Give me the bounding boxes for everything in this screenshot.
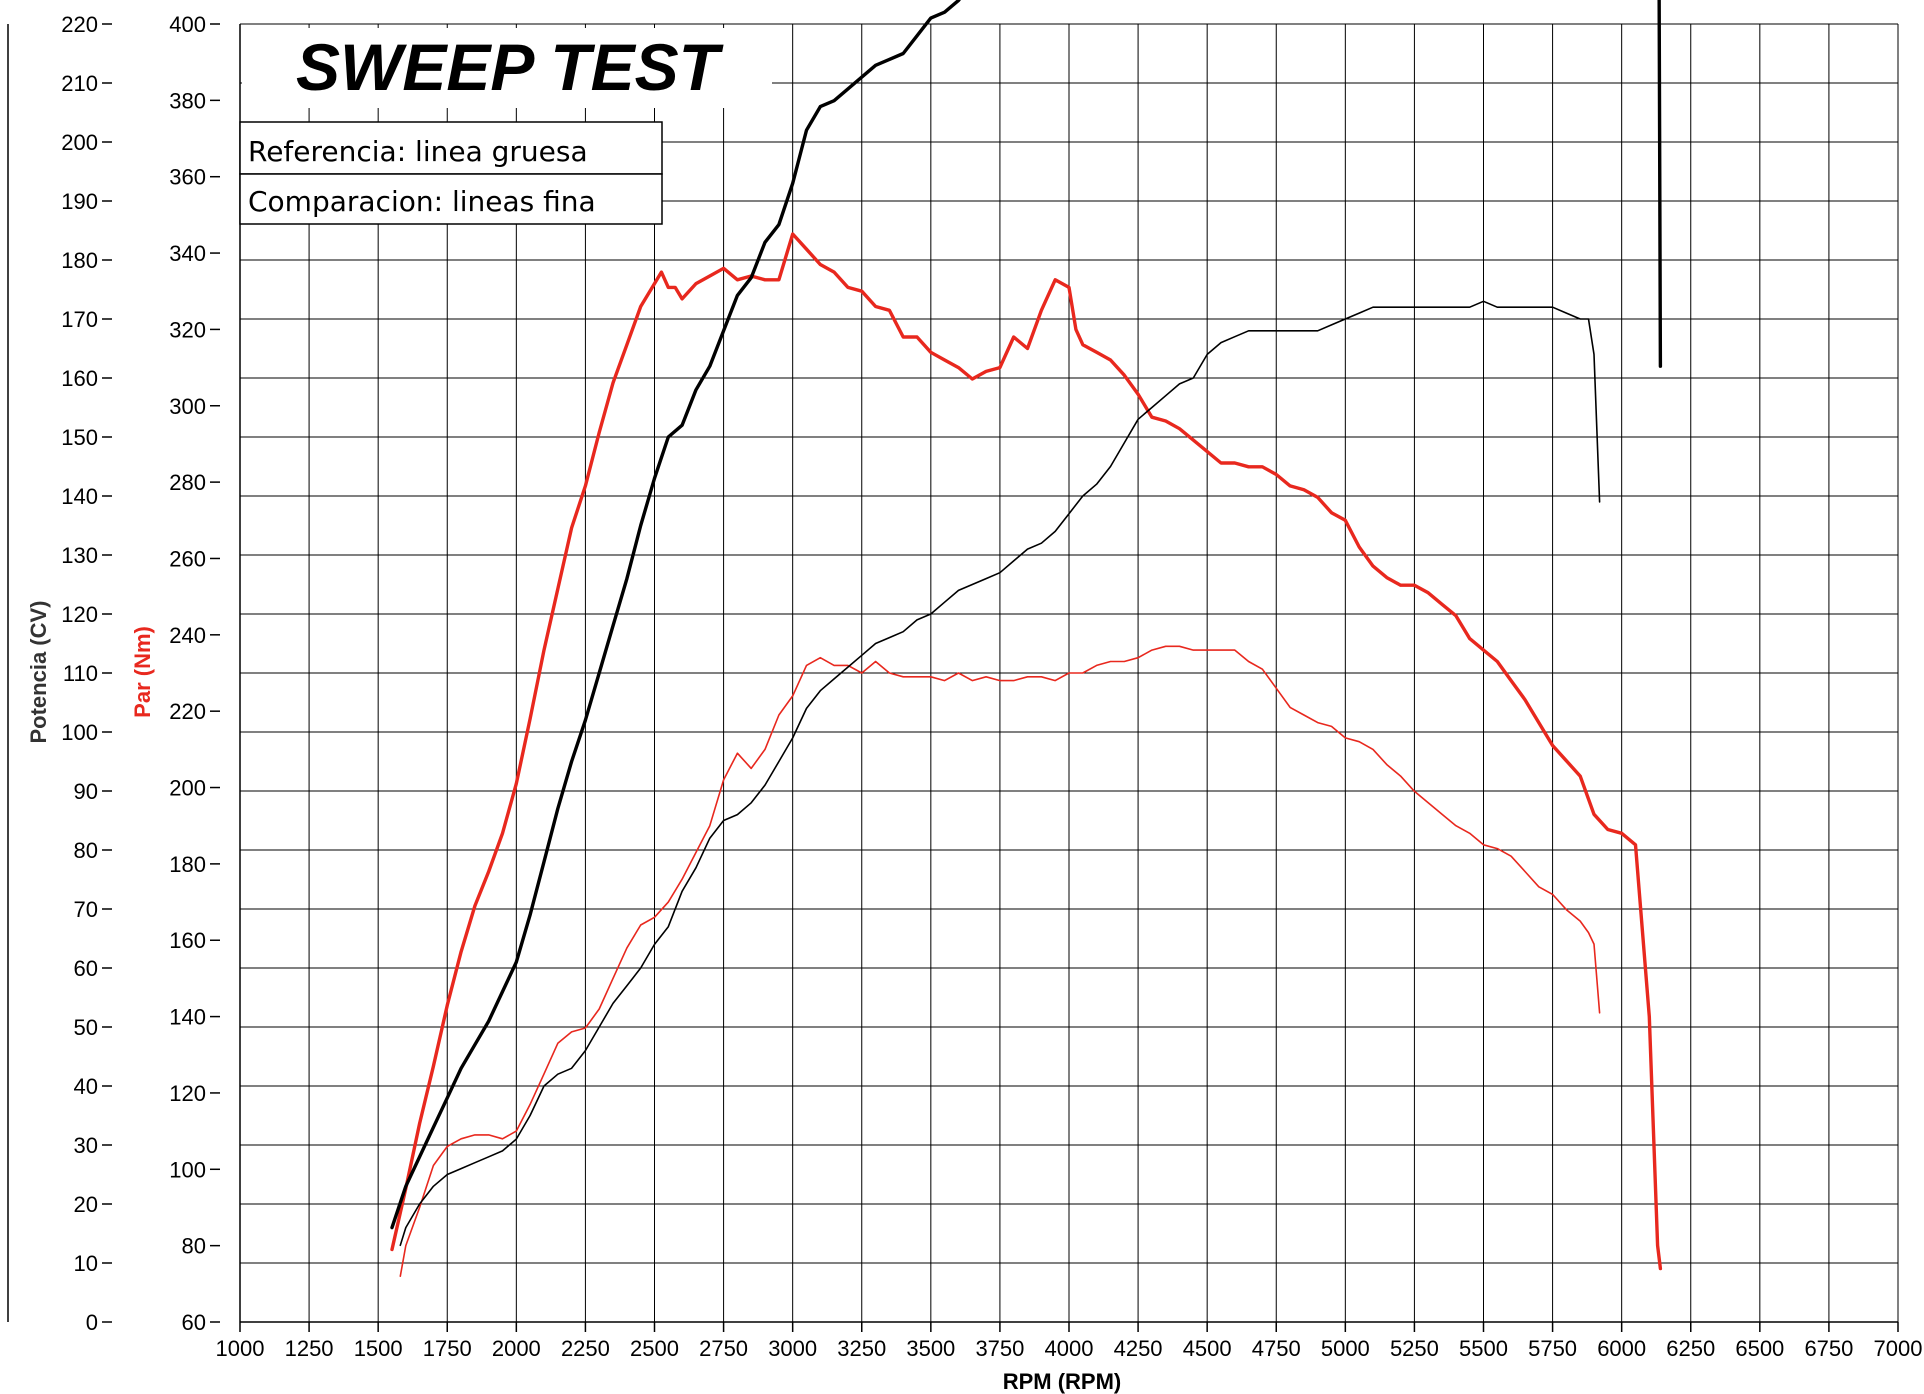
torque-tick-label: 60 <box>182 1310 206 1335</box>
power-tick-label: 80 <box>74 838 98 863</box>
power-tick-label: 180 <box>61 248 98 273</box>
x-tick-label: 2750 <box>699 1336 748 1361</box>
x-tick-label: 6500 <box>1735 1336 1784 1361</box>
ticks: 0 10 20 30 40 50 60 70 80 90 100 110 120 130 140 150 160… <box>61 12 1922 1361</box>
x-tick-label: 1750 <box>423 1336 472 1361</box>
power-tick-label: 120 <box>61 602 98 627</box>
x-tick-label: 4500 <box>1183 1336 1232 1361</box>
torque-tick-label: 120 <box>169 1081 206 1106</box>
torque-axis-title: Par (Nm) <box>130 626 155 718</box>
x-tick-label: 1500 <box>354 1336 403 1361</box>
power-tick-label: 210 <box>61 71 98 96</box>
torque-tick-label: 260 <box>169 546 206 571</box>
power-tick-label: 200 <box>61 130 98 155</box>
x-tick-label: 5500 <box>1459 1336 1508 1361</box>
power-tick-label: 10 <box>74 1251 98 1276</box>
legend: Referencia: linea gruesa Comparacion: li… <box>239 121 663 225</box>
x-axis-title: RPM (RPM) <box>1003 1369 1122 1394</box>
power-tick-label: 100 <box>61 720 98 745</box>
power-tick-label: 70 <box>74 897 98 922</box>
torque-comparison-line <box>399 645 1601 1277</box>
x-tick-label: 2500 <box>630 1336 679 1361</box>
power-tick-label: 40 <box>74 1074 98 1099</box>
torque-tick-label: 320 <box>169 317 206 342</box>
torque-tick-label: 160 <box>169 928 206 953</box>
torque-tick-label: 340 <box>169 241 206 266</box>
torque-tick-label: 280 <box>169 470 206 495</box>
torque-tick-label: 140 <box>169 1005 206 1030</box>
power-tick-label: 0 <box>86 1310 98 1335</box>
power-tick-label: 110 <box>63 661 98 686</box>
power-tick-label: 90 <box>74 779 98 804</box>
power-tick-label: 20 <box>74 1192 98 1217</box>
x-tick-label: 4250 <box>1114 1336 1163 1361</box>
torque-tick-label: 200 <box>169 776 206 801</box>
x-tick-label: 2000 <box>492 1336 541 1361</box>
power-tick-label: 150 <box>61 425 98 450</box>
x-tick-label: 5000 <box>1321 1336 1370 1361</box>
series-layer <box>390 0 1663 1277</box>
power-tick-label: 140 <box>61 484 98 509</box>
x-tick-label: 6000 <box>1597 1336 1646 1361</box>
chart-title: SWEEP TEST <box>296 30 724 104</box>
torque-tick-label: 220 <box>169 699 206 724</box>
legend-box-comparison <box>239 173 663 225</box>
x-tick-label: 5750 <box>1528 1336 1577 1361</box>
x-tick-label: 3500 <box>906 1336 955 1361</box>
power-tick-label: 130 <box>61 543 98 568</box>
power-reference-line <box>390 0 1663 1230</box>
power-tick-label: 60 <box>74 956 98 981</box>
x-tick-label: 4750 <box>1252 1336 1301 1361</box>
x-tick-label: 4000 <box>1045 1336 1094 1361</box>
x-tick-label: 3750 <box>975 1336 1024 1361</box>
power-tick-label: 170 <box>61 307 98 332</box>
torque-tick-label: 100 <box>169 1157 206 1182</box>
torque-tick-label: 300 <box>169 394 206 419</box>
legend-reference-label: Referencia: linea gruesa <box>248 135 588 168</box>
x-tick-label: 3250 <box>837 1336 886 1361</box>
torque-tick-label: 180 <box>169 852 206 877</box>
torque-reference-line <box>390 232 1663 1271</box>
power-tick-label: 50 <box>74 1015 98 1040</box>
power-tick-label: 190 <box>61 189 98 214</box>
x-tick-label: 3000 <box>768 1336 817 1361</box>
x-tick-label: 7000 <box>1874 1336 1923 1361</box>
legend-box-reference <box>239 121 663 175</box>
title-background <box>242 28 772 108</box>
torque-tick-label: 80 <box>182 1234 206 1259</box>
power-tick-label: 220 <box>61 12 98 37</box>
x-tick-label: 6750 <box>1804 1336 1853 1361</box>
power-comparison-line <box>399 300 1601 1247</box>
legend-comparison-label: Comparacion: lineas fina <box>248 185 596 218</box>
torque-tick-label: 360 <box>169 165 206 190</box>
torque-tick-label: 240 <box>169 623 206 648</box>
x-tick-label: 1250 <box>285 1336 334 1361</box>
x-tick-label: 6250 <box>1666 1336 1715 1361</box>
torque-tick-label: 380 <box>169 88 206 113</box>
power-axis-title: Potencia (CV) <box>26 600 51 743</box>
power-tick-label: 30 <box>74 1133 98 1158</box>
power-tick-label: 160 <box>61 366 98 391</box>
x-tick-label: 2250 <box>561 1336 610 1361</box>
torque-tick-label: 400 <box>169 12 206 37</box>
x-tick-label: 1000 <box>216 1336 265 1361</box>
x-tick-label: 5250 <box>1390 1336 1439 1361</box>
